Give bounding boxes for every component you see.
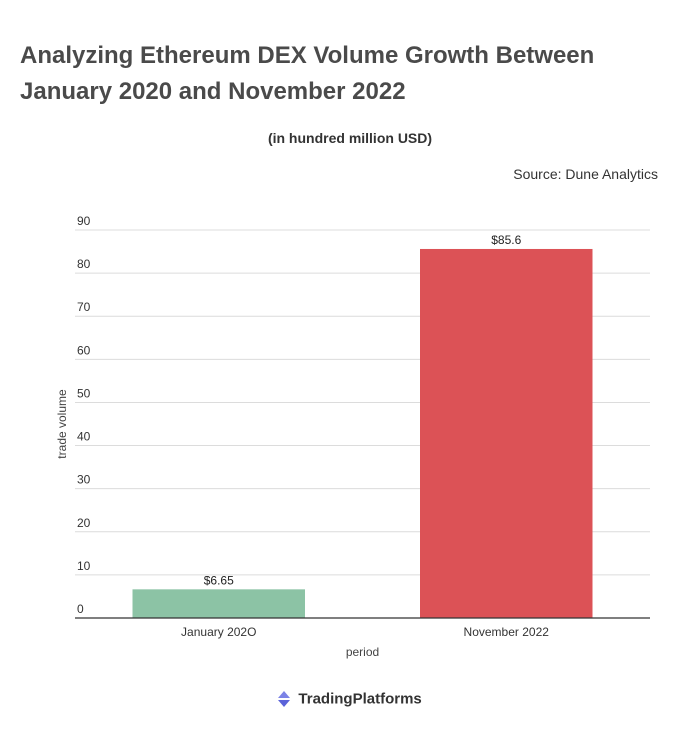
x-tick-label: November 2022	[464, 625, 550, 639]
y-tick-label: 50	[77, 386, 91, 400]
data-label: $85.6	[491, 233, 521, 247]
x-tick-label: January 202O	[181, 625, 256, 639]
bar-chart: 0 10 20 30 40 50 60 70 80 90 $6.65 January 202O $85.…	[55, 214, 650, 659]
y-tick-label: 70	[77, 300, 91, 314]
y-tick-label: 30	[77, 473, 91, 487]
y-tick-label: 90	[77, 214, 91, 228]
y-tick-label: 60	[77, 343, 91, 357]
y-tick-label: 40	[77, 430, 91, 444]
x-axis-title: period	[346, 645, 379, 659]
brand-name: TradingPlatforms	[298, 690, 422, 708]
bar	[132, 589, 305, 618]
y-tick-label: 80	[77, 257, 91, 271]
chart-subtitle: (in hundred million USD)	[267, 130, 433, 146]
trading-platforms-logo-icon	[278, 691, 291, 708]
source-note: Source: Dune Analytics	[513, 166, 658, 182]
y-tick-label: 10	[77, 559, 91, 573]
data-label: $6.65	[204, 573, 234, 587]
y-tick-label: 20	[77, 516, 91, 530]
chart-title: Analyzing Ethereum DEX Volume Growth Bet…	[20, 42, 595, 105]
y-axis-title: trade volume	[55, 389, 69, 459]
bar	[420, 248, 593, 619]
brand-footer: TradingPlatforms	[0, 690, 700, 708]
y-tick-label: 0	[77, 602, 84, 616]
